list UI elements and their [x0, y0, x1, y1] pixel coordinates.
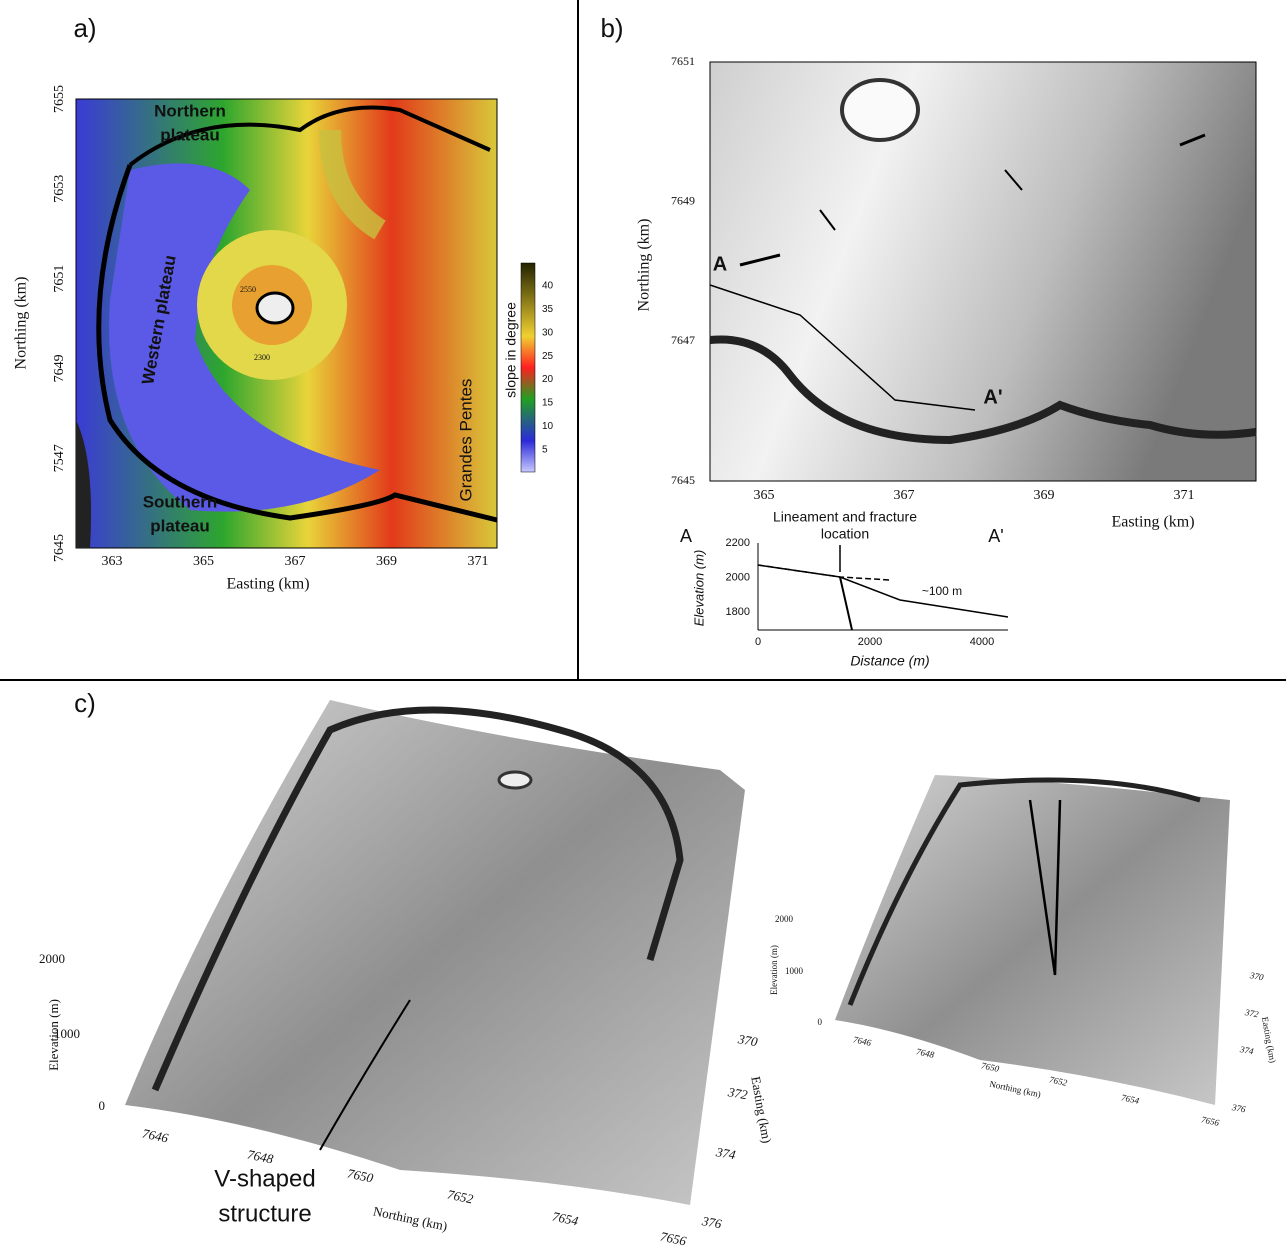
y-tick-label: 7653 [52, 175, 67, 203]
y-tick-label: 376 [700, 1213, 723, 1231]
y-tick-label: 2200 [726, 537, 750, 549]
x-tick-label: 371 [1174, 488, 1195, 503]
y-tick-label: 7655 [52, 85, 67, 113]
annotation: Southern [143, 492, 218, 511]
colorbar-tick: 10 [542, 421, 554, 432]
contour-label: 2300 [254, 353, 270, 362]
x-tick-label: 7650 [980, 1060, 1000, 1074]
y-tick-label: 7645 [671, 473, 695, 487]
shaded-relief [710, 62, 1256, 481]
colorbar-tick: 5 [542, 444, 548, 455]
annotation: A [713, 253, 727, 275]
x-tick-label: 7650 [346, 1165, 375, 1185]
z-tick-label: 0 [99, 1098, 106, 1113]
y-tick-label: 7645 [52, 534, 67, 562]
axis-title: Northing (km) [636, 219, 653, 312]
axis-title: Northing (km) [372, 1203, 449, 1233]
axis-title: Easting (km) [748, 1075, 774, 1144]
x-tick-label: 371 [468, 554, 489, 569]
x-tick-label: 7648 [246, 1146, 275, 1166]
z-tick-label: 1000 [785, 966, 804, 976]
axis-title: Easting (km) [1260, 1016, 1278, 1064]
annotation: Northern [154, 101, 226, 120]
y-tick-label: 370 [736, 1031, 759, 1049]
y-tick-label: 1800 [726, 606, 750, 618]
colorbar-tick: 30 [542, 327, 554, 338]
x-tick-label: 363 [102, 554, 123, 569]
panel-label: b) [600, 13, 623, 43]
annotation: plateau [150, 516, 210, 535]
y-tick-label: 7649 [671, 193, 695, 207]
axis-title: Elevation (m) [769, 945, 779, 995]
annotation: A' [983, 386, 1002, 408]
x-tick-label: 365 [754, 488, 775, 503]
y-tick-label: 370 [1248, 970, 1265, 982]
page: a) 363 365 367 369 371 7655 7653 7651 7649 7547 764… [0, 0, 1286, 1249]
annotation: ~100 m [922, 584, 962, 598]
panel-label: a) [73, 13, 96, 43]
colorbar-tick: 40 [542, 281, 554, 292]
y-tick-label: 372 [726, 1084, 749, 1102]
y-tick-label: 7547 [52, 444, 67, 472]
y-tick-label: 7649 [52, 354, 67, 382]
colorbar-tick: 25 [542, 351, 554, 362]
terrain-3d [125, 700, 1230, 1205]
x-tick-label: 365 [193, 554, 214, 569]
x-tick-label: 367 [894, 488, 915, 503]
x-tick-label: 367 [285, 554, 306, 569]
axis-title: Northing (km) [989, 1079, 1042, 1100]
y-tick-label: 372 [1243, 1007, 1260, 1019]
y-tick-label: 7651 [671, 54, 695, 68]
z-tick-label: 2000 [39, 951, 65, 966]
axis-title: Distance (m) [850, 653, 929, 669]
x-tick-label: 7652 [446, 1186, 475, 1206]
z-tick-label: 2000 [775, 914, 794, 924]
axis-title: Elevation (m) [46, 999, 61, 1071]
contour-label: 2550 [240, 285, 256, 294]
axis-title: Northing (km) [13, 277, 30, 370]
x-tick-label: 7652 [1048, 1074, 1068, 1088]
profile [758, 543, 1008, 630]
y-tick-label: 376 [1230, 1102, 1247, 1114]
x-tick-label: 369 [376, 554, 397, 569]
colorbar-tick: 20 [542, 374, 554, 385]
colorbar-tick: 35 [542, 304, 554, 315]
x-tick-label: 369 [1034, 488, 1055, 503]
annotation: plateau [160, 125, 220, 144]
x-tick-label: 7654 [1120, 1092, 1140, 1106]
axis-title: Easting (km) [226, 576, 309, 593]
annotation: A' [988, 526, 1003, 546]
y-tick-label: 374 [1238, 1044, 1255, 1056]
colorbar-tick: 15 [542, 398, 554, 409]
profile-title: Lineament and fracture [773, 509, 917, 525]
axis-title: Elevation (m) [691, 550, 706, 627]
colorbar-title: slope in degree [503, 302, 519, 398]
annotation: V-shaped [214, 1165, 315, 1192]
y-tick-label: 374 [714, 1144, 737, 1162]
figure: a) 363 365 367 369 371 7655 7653 7651 7649 7547 764… [0, 0, 1286, 1249]
panel-label: c) [74, 688, 96, 718]
x-tick-label: 4000 [970, 636, 994, 648]
y-tick-label: 2000 [726, 571, 750, 583]
annotation: Grandes Pentes [456, 379, 475, 502]
x-tick-label: 2000 [858, 636, 882, 648]
y-tick-label: 7647 [671, 333, 695, 347]
x-tick-label: 0 [755, 636, 761, 648]
y-tick-label: 7651 [52, 265, 67, 293]
axis-title: Easting (km) [1111, 514, 1194, 531]
annotation: A [680, 526, 692, 546]
annotation: structure [218, 1200, 311, 1227]
x-tick-label: 7656 [659, 1228, 688, 1248]
z-tick-label: 0 [818, 1017, 823, 1027]
x-tick-label: 7646 [852, 1034, 872, 1048]
x-tick-label: 7646 [141, 1125, 170, 1145]
profile-title: location [821, 526, 869, 542]
x-tick-label: 7654 [551, 1208, 580, 1228]
x-tick-label: 7648 [915, 1046, 935, 1060]
x-tick-label: 7656 [1200, 1114, 1220, 1128]
